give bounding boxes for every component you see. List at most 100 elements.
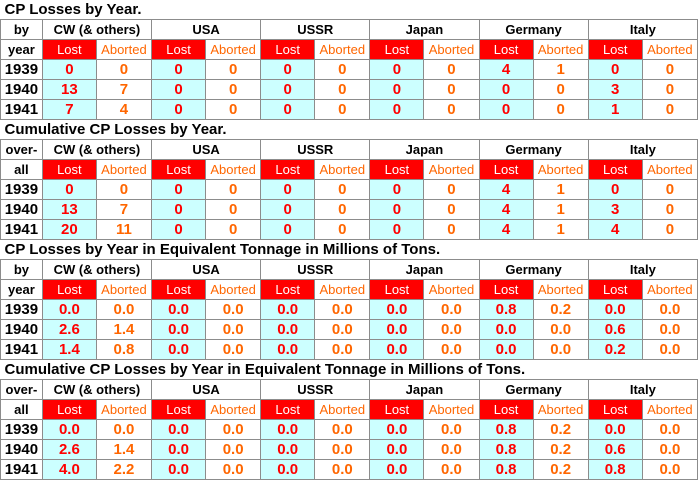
aborted-value-cell[interactable]: 0 xyxy=(423,79,480,100)
aborted-value-cell[interactable]: 0 xyxy=(205,99,262,120)
aborted-subheader[interactable]: Aborted xyxy=(641,399,698,420)
year-cell[interactable]: 1940 xyxy=(0,319,43,340)
nation-header-japan[interactable]: Japan xyxy=(369,139,480,160)
aborted-value-cell[interactable]: 11 xyxy=(95,219,153,240)
aborted-value-cell[interactable]: 0.0 xyxy=(205,319,262,340)
aborted-subheader[interactable]: Aborted xyxy=(532,159,589,180)
nation-header-germany[interactable]: Germany xyxy=(478,19,589,40)
lost-subheader[interactable]: Lost xyxy=(369,39,425,60)
aborted-value-cell[interactable]: 0 xyxy=(314,79,371,100)
aborted-value-cell[interactable]: 0.0 xyxy=(205,459,262,480)
lost-value-cell[interactable]: 20 xyxy=(41,219,97,240)
year-cell[interactable]: 1941 xyxy=(0,339,43,360)
aborted-subheader[interactable]: Aborted xyxy=(314,159,371,180)
aborted-value-cell[interactable]: 0.0 xyxy=(532,339,589,360)
lost-value-cell[interactable]: 0 xyxy=(260,79,316,100)
aborted-value-cell[interactable]: 2.2 xyxy=(95,459,153,480)
aborted-value-cell[interactable]: 0.0 xyxy=(423,319,480,340)
lost-subheader[interactable]: Lost xyxy=(260,279,316,300)
aborted-value-cell[interactable]: 0 xyxy=(314,219,371,240)
lost-value-cell[interactable]: 0.0 xyxy=(150,299,207,320)
lost-value-cell[interactable]: 0.0 xyxy=(369,419,425,440)
aborted-value-cell[interactable]: 0 xyxy=(423,199,480,220)
aborted-value-cell[interactable]: 1.4 xyxy=(95,319,153,340)
lost-value-cell[interactable]: 0 xyxy=(478,99,534,120)
lost-subheader[interactable]: Lost xyxy=(41,279,97,300)
aborted-value-cell[interactable]: 0.0 xyxy=(314,439,371,460)
lost-subheader[interactable]: Lost xyxy=(41,39,97,60)
aborted-value-cell[interactable]: 0.0 xyxy=(641,439,698,460)
lost-value-cell[interactable]: 4 xyxy=(587,219,643,240)
lost-value-cell[interactable]: 0.0 xyxy=(150,419,207,440)
lost-value-cell[interactable]: 0.0 xyxy=(260,439,316,460)
aborted-value-cell[interactable]: 4 xyxy=(95,99,153,120)
year-cell[interactable]: 1940 xyxy=(0,439,43,460)
lost-value-cell[interactable]: 0 xyxy=(150,219,207,240)
aborted-value-cell[interactable]: 0 xyxy=(532,99,589,120)
aborted-value-cell[interactable]: 0 xyxy=(95,179,153,200)
aborted-value-cell[interactable]: 1 xyxy=(532,59,589,80)
aborted-subheader[interactable]: Aborted xyxy=(314,279,371,300)
aborted-subheader[interactable]: Aborted xyxy=(95,399,153,420)
aborted-value-cell[interactable]: 0.0 xyxy=(423,419,480,440)
lost-value-cell[interactable]: 4 xyxy=(478,219,534,240)
aborted-value-cell[interactable]: 0 xyxy=(641,99,698,120)
aborted-value-cell[interactable]: 0.0 xyxy=(205,439,262,460)
aborted-value-cell[interactable]: 0.0 xyxy=(314,319,371,340)
aborted-subheader[interactable]: Aborted xyxy=(641,279,698,300)
nation-header-usa[interactable]: USA xyxy=(150,259,262,280)
lost-value-cell[interactable]: 0.0 xyxy=(150,339,207,360)
aborted-value-cell[interactable]: 0.0 xyxy=(641,459,698,480)
aborted-subheader[interactable]: Aborted xyxy=(95,159,153,180)
nation-header-italy[interactable]: Italy xyxy=(587,139,698,160)
aborted-value-cell[interactable]: 0.0 xyxy=(314,419,371,440)
aborted-value-cell[interactable]: 0.0 xyxy=(423,299,480,320)
aborted-value-cell[interactable]: 0 xyxy=(314,59,371,80)
lost-value-cell[interactable]: 0 xyxy=(369,219,425,240)
aborted-value-cell[interactable]: 0 xyxy=(205,79,262,100)
aborted-subheader[interactable]: Aborted xyxy=(314,399,371,420)
lost-value-cell[interactable]: 0.8 xyxy=(478,439,534,460)
lost-value-cell[interactable]: 3 xyxy=(587,79,643,100)
lost-value-cell[interactable]: 0.0 xyxy=(369,439,425,460)
aborted-subheader[interactable]: Aborted xyxy=(205,159,262,180)
aborted-value-cell[interactable]: 0.2 xyxy=(532,419,589,440)
aborted-value-cell[interactable]: 0.0 xyxy=(314,339,371,360)
aborted-value-cell[interactable]: 0.0 xyxy=(532,319,589,340)
lost-value-cell[interactable]: 4 xyxy=(478,199,534,220)
lost-subheader[interactable]: Lost xyxy=(587,39,643,60)
lost-value-cell[interactable]: 0 xyxy=(150,99,207,120)
aborted-value-cell[interactable]: 0.0 xyxy=(95,419,153,440)
lost-value-cell[interactable]: 0.0 xyxy=(369,299,425,320)
lost-value-cell[interactable]: 0 xyxy=(260,199,316,220)
lost-subheader[interactable]: Lost xyxy=(478,39,534,60)
lost-subheader[interactable]: Lost xyxy=(260,39,316,60)
lost-subheader[interactable]: Lost xyxy=(260,399,316,420)
nation-header-cw-others[interactable]: CW (& others) xyxy=(41,19,153,40)
nation-header-cw-others[interactable]: CW (& others) xyxy=(41,379,153,400)
lost-value-cell[interactable]: 0.0 xyxy=(587,419,643,440)
nation-header-usa[interactable]: USA xyxy=(150,139,262,160)
lost-value-cell[interactable]: 2.6 xyxy=(41,439,97,460)
year-cell[interactable]: 1941 xyxy=(0,219,43,240)
lost-value-cell[interactable]: 0 xyxy=(150,199,207,220)
lost-value-cell[interactable]: 0.0 xyxy=(150,319,207,340)
aborted-value-cell[interactable]: 0.0 xyxy=(314,459,371,480)
aborted-subheader[interactable]: Aborted xyxy=(423,279,480,300)
nation-header-cw-others[interactable]: CW (& others) xyxy=(41,259,153,280)
year-cell[interactable]: 1939 xyxy=(0,179,43,200)
aborted-value-cell[interactable]: 0.2 xyxy=(532,439,589,460)
lost-value-cell[interactable]: 4 xyxy=(478,59,534,80)
lost-value-cell[interactable]: 0.6 xyxy=(587,439,643,460)
aborted-subheader[interactable]: Aborted xyxy=(423,159,480,180)
lost-value-cell[interactable]: 0 xyxy=(41,59,97,80)
lost-value-cell[interactable]: 0 xyxy=(260,59,316,80)
lost-value-cell[interactable]: 13 xyxy=(41,199,97,220)
nation-header-japan[interactable]: Japan xyxy=(369,19,480,40)
nation-header-italy[interactable]: Italy xyxy=(587,19,698,40)
year-cell[interactable]: 1940 xyxy=(0,199,43,220)
lost-subheader[interactable]: Lost xyxy=(478,399,534,420)
aborted-value-cell[interactable]: 0 xyxy=(423,59,480,80)
lost-value-cell[interactable]: 1 xyxy=(587,99,643,120)
aborted-value-cell[interactable]: 0 xyxy=(641,179,698,200)
